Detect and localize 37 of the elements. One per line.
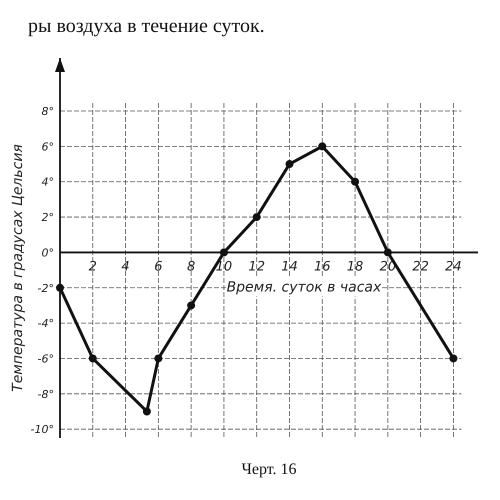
- y-tick-label: -2°: [38, 282, 54, 295]
- y-tick-label: -6°: [38, 352, 54, 366]
- x-tick-label: 14: [281, 259, 298, 274]
- chart-title: ры воздуха в течение суток.: [28, 15, 265, 37]
- x-tick-label: 6: [154, 259, 162, 274]
- point: [318, 142, 326, 150]
- x-tick-label: 8: [186, 259, 196, 274]
- point: [220, 248, 228, 256]
- x-tick-label: 16: [314, 259, 331, 274]
- y-axis-title: Температура в градусах Цельсия: [10, 144, 26, 392]
- point: [88, 354, 97, 362]
- x-axis-title: Время. суток в часах: [226, 279, 382, 296]
- text: Черт. 16: [241, 461, 297, 478]
- y-tick-label: 4°: [42, 176, 54, 189]
- x-tick-label: 10: [216, 259, 232, 274]
- x-tick-label: 22: [412, 259, 429, 274]
- x-tick-label: 12: [248, 259, 265, 274]
- point: [142, 407, 151, 416]
- point: [449, 354, 458, 362]
- y-tick-label: -10°: [30, 423, 54, 436]
- x-tick-label: 24: [445, 259, 462, 274]
- y-tick-label: 0°: [42, 246, 54, 260]
- point: [56, 284, 64, 292]
- y-tick-label: 2°: [42, 211, 54, 224]
- point: [285, 160, 294, 168]
- x-tick-label: 18: [346, 259, 364, 274]
- x-tick-label: 4: [121, 259, 130, 274]
- point: [351, 178, 360, 186]
- y-tick-label: -4°: [38, 317, 54, 330]
- point: [252, 213, 261, 222]
- point: [384, 248, 392, 256]
- point: [187, 301, 196, 310]
- x-tick-label: 2: [88, 259, 97, 274]
- y-tick-label: 8°: [42, 105, 54, 118]
- y-tick-label: -8°: [38, 388, 54, 401]
- y-tick-label: 6°: [42, 140, 54, 154]
- point: [154, 354, 162, 362]
